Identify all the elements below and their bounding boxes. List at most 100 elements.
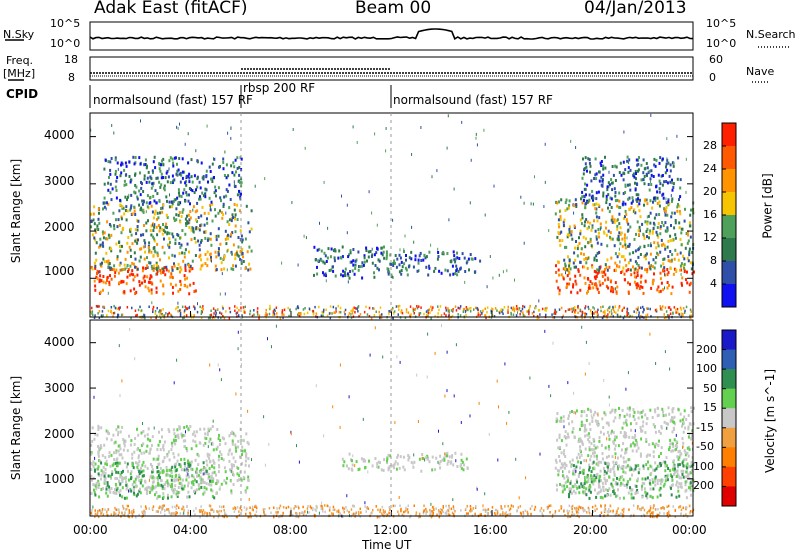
echo-cell (620, 448, 623, 452)
echo-cell (117, 449, 120, 453)
echo-cell (179, 279, 182, 283)
echo-cell (146, 489, 149, 493)
echo-cell (389, 508, 391, 511)
echo-cell (230, 452, 233, 456)
echo-cell (405, 308, 408, 311)
echo-cell (186, 461, 189, 465)
echo-cell (555, 420, 558, 424)
echo-cell (152, 229, 155, 232)
echo-cell (210, 475, 213, 478)
echo-cell (589, 408, 592, 412)
echo-cell (136, 313, 138, 317)
echo-cell (666, 273, 669, 277)
echo-cell (429, 511, 432, 514)
echo-cell (664, 306, 667, 309)
echo-cell (689, 510, 692, 513)
echo-cell (392, 261, 395, 265)
echo-cell (581, 216, 584, 220)
echo-cell (170, 495, 173, 499)
echo-cell (203, 486, 206, 490)
echo-cell (183, 468, 186, 472)
echo-cell (548, 504, 550, 508)
echo-cell (588, 307, 590, 311)
echo-cell (653, 196, 656, 200)
echo-cell (164, 273, 167, 277)
echo-cell (693, 270, 695, 274)
echo-cell (682, 421, 685, 425)
echo-cell (430, 515, 433, 519)
echo-cell (571, 237, 574, 241)
echo-cell (359, 515, 362, 518)
echo-cell (667, 406, 670, 410)
echo-cell (138, 283, 141, 287)
echo-cell (379, 306, 382, 309)
echo-cell (119, 249, 122, 253)
echo-cell (114, 185, 117, 189)
echo-cell (555, 460, 558, 464)
echo-cell (629, 168, 632, 172)
echo-cell (680, 243, 683, 247)
echo-cell (188, 475, 191, 479)
echo-cell (641, 424, 644, 428)
echo-cell (577, 460, 580, 464)
echo-cell (239, 507, 241, 510)
echo-cell (103, 260, 106, 264)
echo-cell (210, 508, 212, 512)
echo-cell (622, 470, 625, 474)
echo-cell (214, 214, 217, 218)
echo-cell (95, 305, 98, 308)
echo-cell (104, 467, 107, 471)
echo-cell (313, 245, 316, 249)
echo-cell (342, 274, 344, 278)
echo-cell (516, 307, 518, 311)
echo-cell (604, 506, 606, 509)
echo-cell (685, 190, 687, 194)
echo-cell (174, 283, 177, 287)
echo-cell (205, 459, 208, 463)
echo-cell (110, 306, 113, 309)
echo-cell (188, 218, 191, 222)
echo-cell (592, 510, 594, 513)
echo-cell (581, 176, 584, 180)
echo-cell (180, 283, 182, 287)
echo-cell (557, 473, 560, 477)
echo-cell (652, 455, 655, 459)
echo-cell (359, 313, 362, 316)
echo-cell (675, 308, 677, 311)
echo-cell (501, 513, 504, 516)
echo-cell (102, 487, 104, 491)
echo-cell (418, 254, 421, 258)
echo-cell (376, 266, 379, 270)
echo-cell (656, 190, 659, 194)
echo-cell (579, 448, 582, 452)
echo-cell (188, 193, 190, 197)
echo-cell (126, 209, 129, 213)
echo-cell (108, 432, 111, 436)
echo-cell (104, 281, 107, 285)
echo-cell (289, 309, 291, 312)
echo-cell (680, 262, 683, 266)
echo-cell (373, 275, 376, 279)
echo-cell (215, 482, 218, 485)
echo-cell (580, 440, 583, 444)
echo-cell (316, 272, 319, 276)
echo-cell (608, 510, 610, 514)
echo-cell (129, 227, 132, 231)
echo-cell (168, 200, 171, 204)
echo-cell (238, 192, 241, 196)
echo-cell (98, 310, 101, 313)
echo-cell (647, 183, 650, 186)
echo-cell (642, 158, 645, 162)
echo-cell (193, 191, 196, 194)
echo-cell (97, 454, 100, 458)
echo-cell (651, 282, 654, 286)
echo-cell (654, 261, 657, 265)
echo-cell (209, 427, 212, 431)
echo-cell (448, 309, 450, 312)
echo-cell (624, 246, 627, 250)
echo-cell (604, 312, 606, 315)
echo-cell (607, 313, 609, 316)
echo-cell (675, 483, 678, 487)
echo-cell (153, 486, 156, 490)
echo-cell (588, 286, 591, 290)
